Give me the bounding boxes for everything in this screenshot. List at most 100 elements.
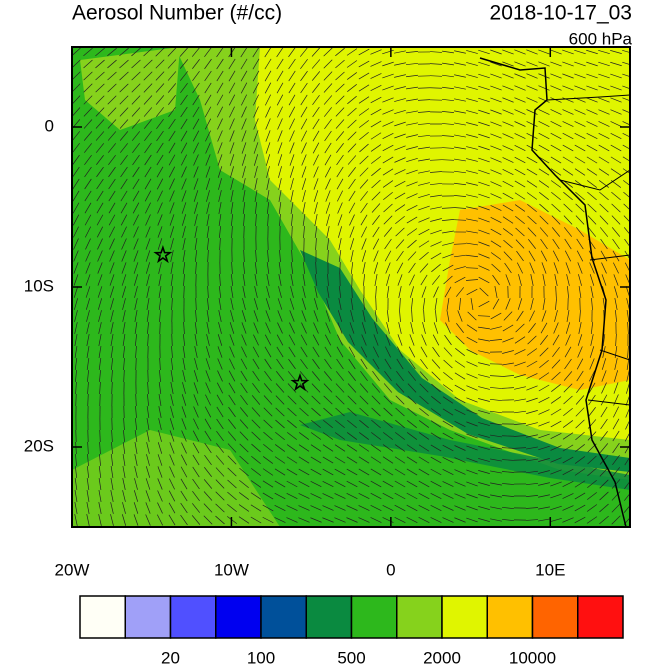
wind-vector [156, 130, 164, 142]
wind-vector [382, 468, 394, 476]
wind-vector [624, 443, 630, 454]
wind-vector [227, 479, 237, 489]
wind-vector [84, 154, 92, 166]
wind-vector [287, 432, 297, 440]
wind-vector [567, 285, 569, 299]
wind-vector [371, 191, 381, 201]
wind-vector [348, 358, 356, 370]
wind-vector [525, 507, 539, 509]
colorbar-box [79, 595, 126, 639]
wind-vector [421, 334, 427, 346]
colorbar-box [305, 595, 353, 639]
wind-vector [600, 418, 608, 430]
wind-vector [277, 154, 283, 166]
wind-vector [370, 444, 382, 452]
wind-vector [98, 346, 102, 358]
wind-vector [490, 193, 502, 199]
wind-vector [526, 121, 538, 127]
wind-vector [181, 418, 187, 430]
wind-vector [359, 419, 369, 429]
wind-vector [491, 263, 501, 273]
wind-vector [490, 109, 502, 115]
wind-vector [347, 155, 357, 165]
wind-vector [286, 505, 298, 511]
wind-vector [576, 250, 584, 262]
wind-vector [74, 478, 78, 490]
wind-vector [615, 333, 617, 347]
wind-vector [360, 191, 368, 201]
wind-vector [312, 334, 320, 346]
wind-vector [123, 429, 125, 443]
wind-vector [562, 493, 574, 499]
wind-vector [394, 504, 406, 512]
wind-vector [466, 74, 478, 78]
wind-vector [228, 94, 236, 106]
wind-vector [192, 503, 200, 513]
wind-vector [408, 346, 416, 358]
wind-vector [442, 253, 454, 259]
wind-vector [406, 157, 418, 163]
wind-vector [86, 322, 90, 334]
field-patch [80, 47, 180, 130]
wind-vector [370, 85, 382, 91]
wind-vector [228, 394, 236, 406]
wind-vector [478, 350, 490, 354]
wind-vector [550, 180, 562, 188]
wind-vector [539, 192, 549, 200]
wind-vector [538, 482, 550, 486]
wind-vector [146, 430, 150, 442]
wind-vector [419, 251, 429, 261]
wind-vector [145, 202, 151, 214]
wind-vector [586, 144, 598, 152]
wind-vector [192, 130, 200, 142]
wind-vector [375, 285, 377, 299]
wind-vector [553, 262, 559, 274]
wind-vector [348, 346, 356, 358]
wind-vector [262, 504, 274, 512]
wind-vector [350, 298, 354, 310]
wind-vector [286, 468, 298, 476]
wind-vector [360, 370, 368, 382]
wind-vector [168, 118, 176, 130]
wind-vector [574, 516, 586, 524]
wind-vector [337, 202, 343, 214]
wind-vector [454, 266, 466, 270]
wind-vector [478, 434, 490, 438]
wind-vector [74, 310, 78, 322]
wind-vector [613, 274, 619, 286]
wind-vector [334, 480, 346, 488]
wind-vector [122, 490, 126, 502]
wind-vector [586, 49, 598, 55]
wind-vector [419, 383, 429, 393]
wind-vector [302, 190, 306, 202]
wind-vector [405, 62, 419, 66]
wind-vector [566, 310, 570, 322]
wind-vector [323, 407, 333, 417]
wind-vector [264, 58, 272, 70]
wind-vector [310, 444, 322, 452]
wind-vector [371, 407, 381, 417]
wind-vector [514, 398, 526, 402]
wind-vector [420, 346, 428, 358]
wind-vector [622, 61, 630, 65]
wind-vector [348, 167, 356, 177]
wind-vector [122, 502, 126, 514]
wind-vector [526, 168, 538, 176]
wind-vector [229, 118, 235, 130]
wind-vector [601, 274, 607, 286]
wind-vector [502, 85, 514, 91]
wind-vector [156, 178, 164, 190]
wind-vector [218, 202, 222, 214]
wind-vector [98, 334, 102, 346]
wind-vector [494, 286, 498, 298]
wind-vector [374, 322, 378, 334]
wind-vector [145, 250, 151, 262]
wind-vector [218, 190, 222, 202]
wind-vector [143, 83, 153, 93]
colorbar-box [441, 595, 488, 639]
wind-vector [624, 468, 630, 478]
wind-vector [382, 156, 394, 164]
wind-vector [108, 190, 116, 202]
wind-vector [336, 190, 344, 202]
wind-vector [145, 514, 151, 526]
